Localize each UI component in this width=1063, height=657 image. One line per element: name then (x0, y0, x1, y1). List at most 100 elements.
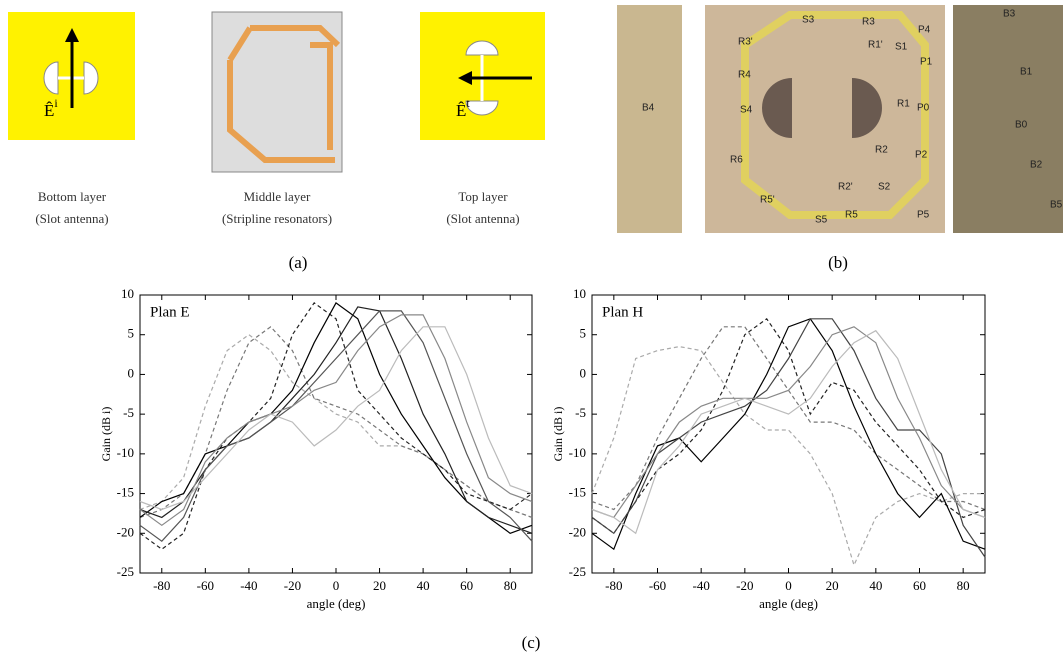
photo-label: R1 (897, 99, 910, 110)
layer-label: Middle layer (244, 189, 311, 204)
layer-sub: (Slot antenna) (35, 211, 108, 226)
series-line (591, 318, 986, 558)
y-tick-label: 0 (580, 365, 587, 380)
photo-label: R5 (845, 210, 858, 221)
photo-label: P4 (918, 25, 931, 36)
photo-label: R3' (738, 37, 753, 48)
caption: (a) (289, 253, 308, 272)
photo-label: R1' (868, 40, 883, 51)
photo-label: R5' (760, 195, 775, 206)
x-tick-label: -20 (736, 578, 753, 593)
y-tick-label: 5 (128, 326, 135, 341)
photo-label: P1 (920, 57, 933, 68)
field-label: Êt (456, 96, 470, 120)
photo-label: S4 (740, 105, 753, 116)
x-tick-label: 0 (785, 578, 792, 593)
photo-label: R3 (862, 17, 875, 28)
slot (465, 40, 499, 116)
series-line (591, 326, 986, 511)
photo-right (953, 5, 1063, 233)
x-tick-label: -60 (197, 578, 214, 593)
photo-label: R4 (738, 70, 751, 81)
series-line (139, 302, 533, 534)
series-line (139, 314, 533, 527)
photo-label: B5 (1050, 200, 1063, 211)
x-tick-label: 60 (913, 578, 926, 593)
layer-label: Top layer (458, 189, 508, 204)
y-axis-label: Gain (dB i) (99, 407, 113, 462)
photo-label: P2 (915, 150, 928, 161)
y-tick-label: 10 (121, 286, 134, 301)
x-tick-label: -40 (240, 578, 257, 593)
chart-title: Plan H (602, 304, 643, 320)
x-tick-label: 20 (373, 578, 386, 593)
field-sup: i (54, 96, 58, 110)
photo-label: S3 (802, 15, 815, 26)
x-axis-label: angle (deg) (759, 596, 818, 611)
field-sup: t (466, 96, 470, 110)
y-tick-label: -10 (569, 445, 586, 460)
series-line (591, 329, 986, 535)
series-line (139, 310, 533, 543)
x-tick-label: 80 (957, 578, 970, 593)
x-tick-label: 0 (333, 578, 340, 593)
plot-frame (139, 294, 533, 574)
field-base: Ê (456, 101, 466, 120)
y-tick-label: -25 (569, 564, 586, 579)
photo-label: S5 (815, 215, 828, 226)
slot (43, 61, 99, 95)
x-tick-label: -20 (284, 578, 301, 593)
x-tick-label: 20 (826, 578, 839, 593)
x-tick-label: -80 (605, 578, 622, 593)
y-tick-label: 5 (580, 326, 587, 341)
y-tick-label: 0 (128, 365, 135, 380)
x-tick-label: 60 (460, 578, 473, 593)
y-tick-label: -10 (117, 445, 134, 460)
series-line (591, 326, 986, 519)
series-line (139, 326, 533, 511)
x-tick-label: -60 (649, 578, 666, 593)
layer-sub: (Slot antenna) (446, 211, 519, 226)
x-tick-label: -40 (692, 578, 709, 593)
x-axis-label: angle (deg) (307, 596, 366, 611)
photo-label: B0 (1015, 120, 1028, 131)
y-tick-label: -20 (569, 524, 586, 539)
series-line (139, 302, 533, 550)
photo-label: P0 (917, 103, 930, 114)
photo-left (617, 5, 682, 233)
series-line (139, 325, 533, 518)
y-tick-label: -5 (575, 405, 586, 420)
resonators (227, 25, 341, 163)
photo-label: P5 (917, 210, 930, 221)
x-tick-label: 40 (869, 578, 882, 593)
y-tick-label: -15 (569, 485, 586, 500)
photo-label: B2 (1030, 160, 1043, 171)
x-tick-label: 80 (504, 578, 517, 593)
middle-layer (211, 11, 343, 173)
photo-label: S1 (895, 42, 908, 53)
photo-label: R2 (875, 145, 888, 156)
arrow-head (458, 71, 472, 85)
arrow-head (65, 28, 79, 42)
y-tick-label: -25 (117, 564, 134, 579)
y-axis-label: Gain (dB i) (551, 407, 565, 462)
resonator-photo (741, 11, 929, 219)
field-base: Ê (44, 101, 54, 120)
photo-label: B1 (1020, 67, 1033, 78)
plot-frame (591, 294, 986, 574)
layer-label: Bottom layer (38, 189, 107, 204)
photo-label: B4 (642, 103, 655, 114)
caption: (b) (828, 253, 848, 272)
chart-title: Plan E (150, 304, 190, 320)
series-line (591, 318, 986, 551)
caption: (c) (522, 633, 541, 652)
layer-sub: (Stripline resonators) (222, 211, 332, 226)
slot-photo (762, 78, 882, 138)
photo-label: S2 (878, 182, 891, 193)
x-tick-label: 40 (417, 578, 430, 593)
series-line (139, 306, 533, 534)
series-line (591, 345, 985, 567)
y-tick-label: 10 (573, 286, 586, 301)
field-label: Êi (44, 96, 58, 120)
y-tick-label: -20 (117, 524, 134, 539)
